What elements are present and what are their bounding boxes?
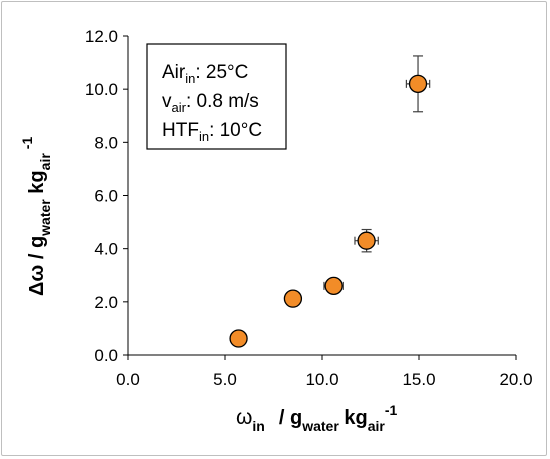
annotation-line-velocity: vair: 0.8 m/s	[162, 91, 259, 115]
x-tick-label: 10.0	[305, 370, 338, 389]
x-axis-symbol-sub: in	[252, 418, 264, 434]
x-tick-label: 0.0	[116, 370, 140, 389]
y-axis-unit-sub2: air	[37, 153, 53, 171]
y-tick-label: 2.0	[94, 293, 118, 312]
y-tick-label: 8.0	[94, 133, 118, 152]
annotation-htf-rest: : 10°C	[209, 120, 262, 141]
y-axis-symbol: Δω	[26, 265, 48, 296]
data-point-4	[357, 231, 376, 250]
x-tick-label: 5.0	[213, 370, 237, 389]
annotation-air-rest: : 25°C	[195, 62, 248, 83]
y-axis-unit-mid: kg	[26, 170, 48, 199]
y-axis-unit-prefix: / g	[26, 236, 48, 265]
x-axis-unit-mid: kg	[339, 407, 368, 429]
x-tick-label: 15.0	[402, 370, 435, 389]
x-tick-label: 20.0	[499, 370, 532, 389]
annotation-velocity-base: v	[162, 91, 172, 112]
y-tick-label: 6.0	[94, 187, 118, 206]
annotation-velocity-rest: : 0.8 m/s	[186, 91, 259, 112]
annotation-air-sub: in	[185, 71, 195, 86]
y-tick-label: 12.0	[85, 27, 118, 46]
axis-ticks: 0.0 2.0 4.0 6.0 8.0 10.0 12.0 0.0 5.0 10.0 15.0 20.…	[85, 27, 533, 389]
x-axis-title: ωin / gwater kgair-1	[236, 402, 397, 434]
x-axis-unit-prefix: / g	[279, 407, 302, 429]
y-tick-label: 0.0	[94, 346, 118, 365]
annotation-line-htf: HTFin: 10°C	[162, 120, 262, 144]
y-axis-unit-sup: -1	[19, 137, 35, 150]
annotation-box	[146, 43, 287, 150]
y-axis-unit-sub1: water	[37, 199, 53, 237]
data-point-5	[408, 74, 428, 93]
x-axis-unit-sub2: air	[368, 418, 386, 434]
y-tick-label: 10.0	[85, 80, 118, 99]
annotation-air-base: Air	[162, 62, 186, 83]
data-point-1	[229, 329, 248, 348]
data-point-3	[324, 276, 343, 296]
x-axis-unit-sub1: water	[301, 418, 339, 434]
y-axis-title: Δω / gwater kgair-1	[19, 137, 53, 296]
data-point-2	[283, 289, 303, 308]
annotation-htf-sub: in	[199, 129, 209, 144]
x-axis-symbol: ω	[236, 406, 252, 429]
annotation-line-air: Airin: 25°C	[162, 62, 248, 86]
data-points	[229, 74, 428, 348]
annotation-velocity-sub: air	[172, 100, 187, 115]
y-tick-label: 4.0	[94, 240, 118, 259]
x-axis-unit-sup: -1	[385, 402, 398, 418]
annotation-htf-base: HTF	[162, 120, 199, 141]
